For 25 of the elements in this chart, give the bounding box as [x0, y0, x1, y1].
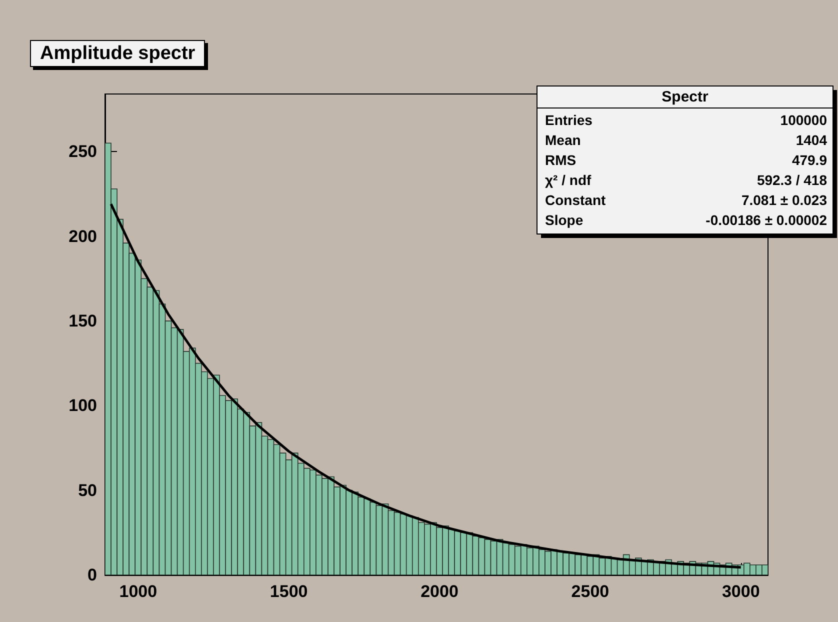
x-tick-label: 1000	[119, 582, 158, 601]
x-tick-label: 1500	[270, 582, 308, 601]
annotation: Slope	[545, 212, 584, 228]
annotation: 7.081 ± 0.023	[741, 192, 828, 208]
y-tick-label: 150	[68, 311, 97, 330]
annotation: χ² / ndf	[545, 172, 592, 188]
annotation: Spectr	[662, 88, 709, 106]
annotation: -0.00186 ± 0.00002	[706, 212, 828, 228]
text: 100000	[780, 112, 828, 128]
x-tick-label: 2500	[571, 582, 610, 601]
annotation: RMS	[545, 152, 576, 168]
y-tick-label: 200	[68, 226, 97, 246]
y-tick-label: 50	[78, 480, 97, 500]
text: 1404	[796, 132, 828, 148]
annotation: 592.3 / 418	[756, 172, 828, 188]
y-tick-label: 0	[88, 566, 97, 584]
y-tick-label: 250	[68, 142, 97, 162]
annotation: Mean	[545, 132, 581, 148]
y-tick-label: 100	[68, 396, 97, 416]
text: 479.9	[792, 152, 828, 168]
x-tick-label: 2000	[420, 582, 458, 601]
chart-title: Amplitude spectr	[40, 43, 196, 64]
annotation: Entries	[545, 112, 593, 128]
x-tick-label: 3000	[722, 582, 760, 601]
annotation: Constant	[545, 192, 606, 208]
